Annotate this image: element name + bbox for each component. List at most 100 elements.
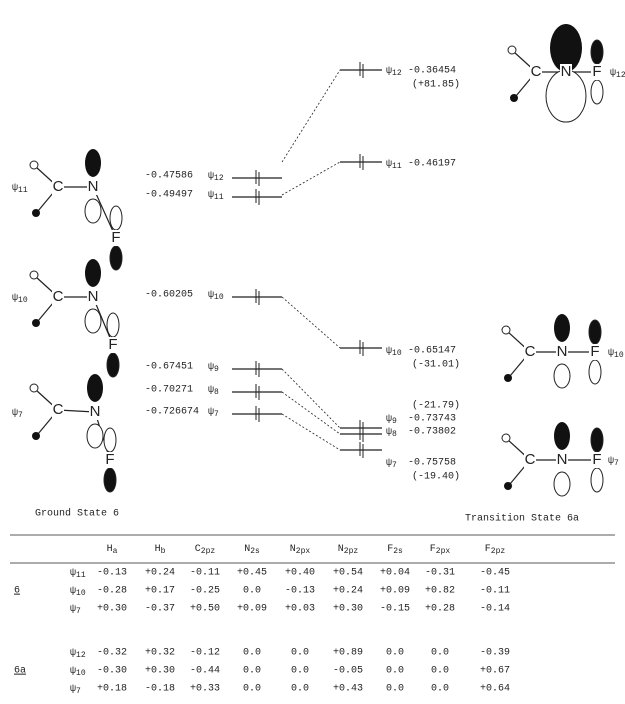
h-atom: [510, 94, 518, 102]
lobe: [589, 360, 601, 384]
lobe: [591, 428, 603, 452]
cell: -0.11: [480, 586, 510, 597]
cell: 0.0: [243, 666, 261, 677]
cell: +0.30: [97, 604, 127, 615]
h-atom: [30, 384, 38, 392]
cell: +0.89: [333, 648, 363, 659]
level-energy: -0.73743: [408, 414, 456, 425]
lobe: [110, 206, 122, 230]
h-atom: [32, 319, 40, 327]
lobe: [87, 374, 103, 402]
column-header: N2px: [290, 544, 311, 556]
cell: -0.37: [145, 604, 175, 615]
cell: +0.18: [97, 684, 127, 695]
column-header: Hb: [155, 544, 166, 556]
lobe: [85, 309, 101, 333]
cell: +0.30: [333, 604, 363, 615]
caption: Transition State 6a: [465, 513, 579, 525]
row-label: ψ7: [70, 684, 81, 696]
cell: +0.82: [425, 586, 455, 597]
cell: -0.32: [97, 648, 127, 659]
lobe: [554, 422, 570, 450]
cell: +0.28: [425, 604, 455, 615]
cell: +0.67: [480, 666, 510, 677]
cell: +0.09: [237, 604, 267, 615]
row-label: ψ10: [70, 666, 86, 678]
group-label: 6a: [14, 666, 26, 677]
row-label: ψ7: [70, 604, 81, 616]
level-label: ψ11: [386, 159, 402, 171]
column-header: F2px: [430, 544, 451, 556]
cell: +0.24: [145, 568, 175, 579]
cell: 0.0: [291, 648, 309, 659]
cell: 0.0: [291, 666, 309, 677]
cell: -0.15: [380, 604, 410, 615]
level-label: ψ10: [386, 346, 402, 358]
atom: F: [105, 451, 114, 468]
cell: +0.09: [380, 586, 410, 597]
atom: N: [88, 178, 99, 195]
group-label: 6: [14, 586, 20, 597]
level-label: ψ11: [208, 190, 224, 202]
cell: -0.18: [145, 684, 175, 695]
cell: +0.32: [145, 648, 175, 659]
cell: 0.0: [291, 684, 309, 695]
level-label: ψ8: [208, 385, 219, 397]
h-atom: [30, 161, 38, 169]
cell: 0.0: [431, 684, 449, 695]
cell: +0.04: [380, 568, 410, 579]
cell: 0.0: [386, 684, 404, 695]
level-label: ψ9: [208, 362, 219, 374]
line: [282, 414, 340, 450]
level-shift: (-19.40): [412, 471, 460, 483]
atom: C: [525, 343, 536, 360]
cell: -0.28: [97, 586, 127, 597]
level-energy: -0.75758: [408, 458, 456, 469]
lobe: [554, 364, 570, 388]
cell: 0.0: [431, 666, 449, 677]
h-atom: [32, 209, 40, 217]
orbital-label: ψ12: [610, 68, 625, 80]
cell: +0.33: [190, 684, 220, 695]
cell: +0.45: [237, 568, 267, 579]
level-label: ψ7: [386, 458, 397, 470]
lobe: [104, 428, 116, 452]
level-label: ψ12: [208, 171, 224, 183]
lobe: [591, 80, 603, 104]
lobe: [107, 313, 119, 337]
atom: C: [53, 178, 64, 195]
level-energy: -0.70271: [145, 385, 193, 396]
atom: C: [53, 288, 64, 305]
line: [282, 70, 340, 162]
cell: -0.13: [97, 568, 127, 579]
cell: 0.0: [243, 586, 261, 597]
cell: +0.54: [333, 568, 363, 579]
cell: +0.30: [145, 666, 175, 677]
h-atom: [32, 432, 40, 440]
cell: +0.43: [333, 684, 363, 695]
cell: +0.40: [285, 568, 315, 579]
level-label: ψ8: [386, 427, 397, 439]
orbital-label: ψ11: [12, 183, 28, 195]
h-atom: [504, 482, 512, 490]
cell: +0.50: [190, 604, 220, 615]
atom: F: [592, 63, 601, 80]
cell: -0.45: [480, 568, 510, 579]
atom: C: [53, 401, 64, 418]
lobe: [591, 40, 603, 64]
level-energy: -0.36454: [408, 66, 456, 77]
level-label: ψ7: [208, 407, 219, 419]
cell: +0.64: [480, 684, 510, 695]
atom: N: [557, 343, 568, 360]
cell: 0.0: [243, 648, 261, 659]
lobe: [554, 472, 570, 496]
h-atom: [504, 374, 512, 382]
level-energy: -0.46197: [408, 159, 456, 170]
level-shift: (-21.79): [412, 400, 460, 412]
cell: +0.24: [333, 586, 363, 597]
line: [282, 297, 340, 348]
level-label: ψ12: [386, 66, 402, 78]
lobe: [85, 149, 101, 177]
atom: C: [525, 451, 536, 468]
atom: F: [592, 451, 601, 468]
